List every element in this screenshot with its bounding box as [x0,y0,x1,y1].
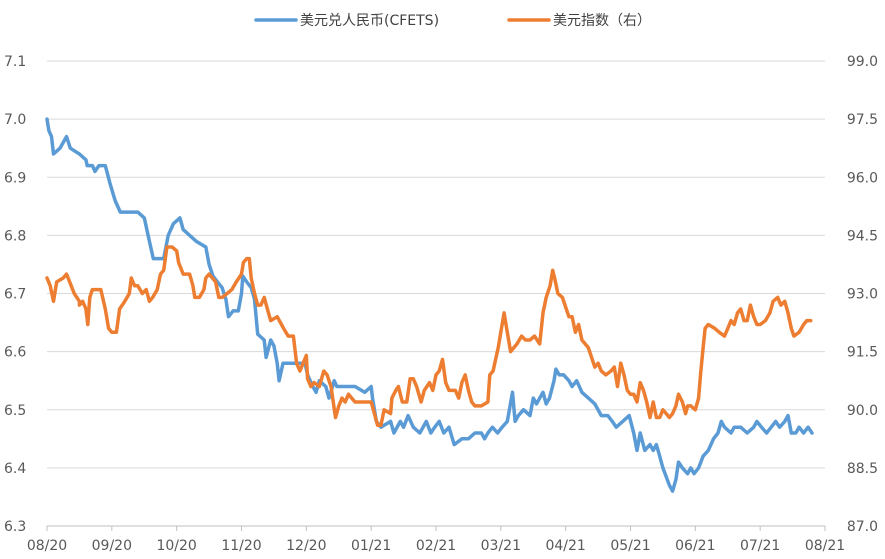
y-right-tick-label: 87.0 [847,519,878,535]
x-tick-label: 10/20 [156,538,196,554]
y-left-tick-label: 6.6 [4,345,26,361]
x-tick-label: 11/20 [221,538,261,554]
legend-label: 美元指数（右） [553,13,651,29]
usdcny-series-line [45,117,814,493]
gridlines [47,60,825,527]
x-tick-label: 08/20 [27,538,67,554]
y-left-tick-label: 6.8 [4,228,26,244]
x-tick-label: 06/21 [675,538,715,554]
x-tick-label: 04/21 [545,538,585,554]
x-tick-label: 12/20 [286,538,326,554]
x-tick-label: 02/21 [416,538,456,554]
x-tick-label: 07/21 [740,538,780,554]
y-left-tick-label: 6.4 [4,461,26,477]
y-left-tick-label: 6.3 [4,519,26,535]
legend: 美元兑人民币(CFETS) 美元指数（右） [254,13,651,29]
y-right-tick-label: 99.0 [847,54,878,70]
y-right-tick-label: 88.5 [847,461,878,477]
y-right-tick-label: 97.5 [847,112,878,128]
x-axis: 08/20 09/20 10/20 11/20 12/20 01/21 02/21 03/21… [27,525,845,554]
y-right-tick-label: 94.5 [847,228,878,244]
right-y-axis: 87.0 88.5 90.0 91.5 93.0 94.5 96.0 97.5 99.0 [847,54,878,535]
y-left-tick-label: 7.0 [4,112,26,128]
x-tick-label: 03/21 [481,538,521,554]
y-left-tick-label: 6.7 [4,287,26,303]
y-right-tick-label: 93.0 [847,287,878,303]
series-lines [45,117,814,493]
x-tick-label: 05/21 [610,538,650,554]
y-right-tick-label: 96.0 [847,170,878,186]
y-right-tick-label: 91.5 [847,345,878,361]
x-tick-label: 01/21 [351,538,391,554]
dollar-index-series-line [45,245,813,428]
y-right-tick-label: 90.0 [847,403,878,419]
y-left-tick-label: 6.5 [4,403,26,419]
legend-label: 美元兑人民币(CFETS) [300,13,439,29]
left-y-axis: 6.3 6.4 6.5 6.6 6.7 6.8 6.9 7.0 7.1 [4,54,26,535]
y-left-tick-label: 7.1 [4,54,26,70]
x-tick-label: 09/20 [92,538,132,554]
x-tick-label: 08/21 [805,538,845,554]
y-left-tick-label: 6.9 [4,170,26,186]
